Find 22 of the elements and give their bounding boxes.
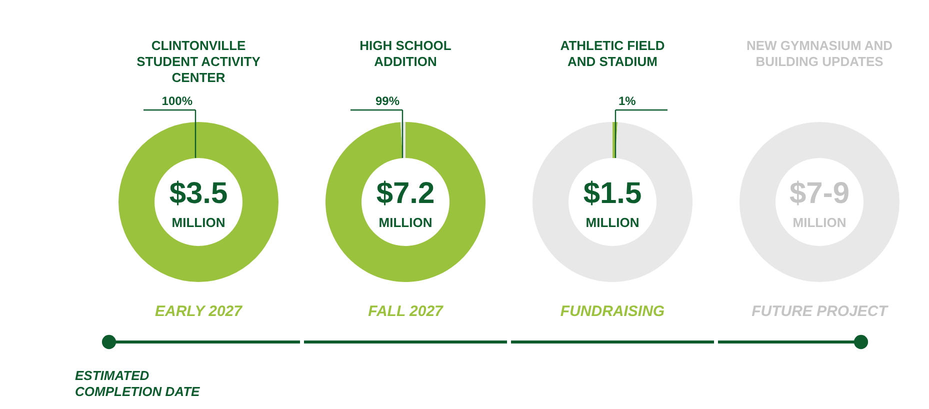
text: MILLION	[378, 215, 432, 230]
chart-title: HIGH SCHOOL ADDITION	[360, 38, 452, 69]
text: ESTIMATED COMPLETION DATE	[75, 368, 200, 399]
data-label: 99%	[375, 94, 400, 108]
text: $7-9	[789, 177, 850, 210]
data-label: 100%	[162, 94, 193, 108]
text: FUNDRAISING	[560, 303, 665, 320]
chart-title: ATHLETIC FIELD AND STADIUM	[560, 38, 665, 69]
data-label: 1%	[618, 94, 636, 108]
text: $7.2	[376, 177, 435, 210]
text: FUTURE PROJECT	[752, 303, 890, 320]
text: EARLY 2027	[155, 303, 243, 320]
chart-title: NEW GYMNASIUM AND BUILDING UPDATES	[746, 38, 893, 69]
donut-slice	[326, 122, 486, 282]
text: MILLION	[172, 215, 226, 230]
text: $1.5	[583, 177, 642, 210]
text: MILLION	[792, 215, 846, 230]
text: $3.5	[169, 177, 228, 210]
donut-slice	[532, 122, 692, 282]
chart-title: CLINTONVILLE STUDENT ACTIVITY CENTER	[136, 38, 261, 85]
text: FALL 2027	[368, 303, 444, 320]
text: MILLION	[586, 215, 640, 230]
